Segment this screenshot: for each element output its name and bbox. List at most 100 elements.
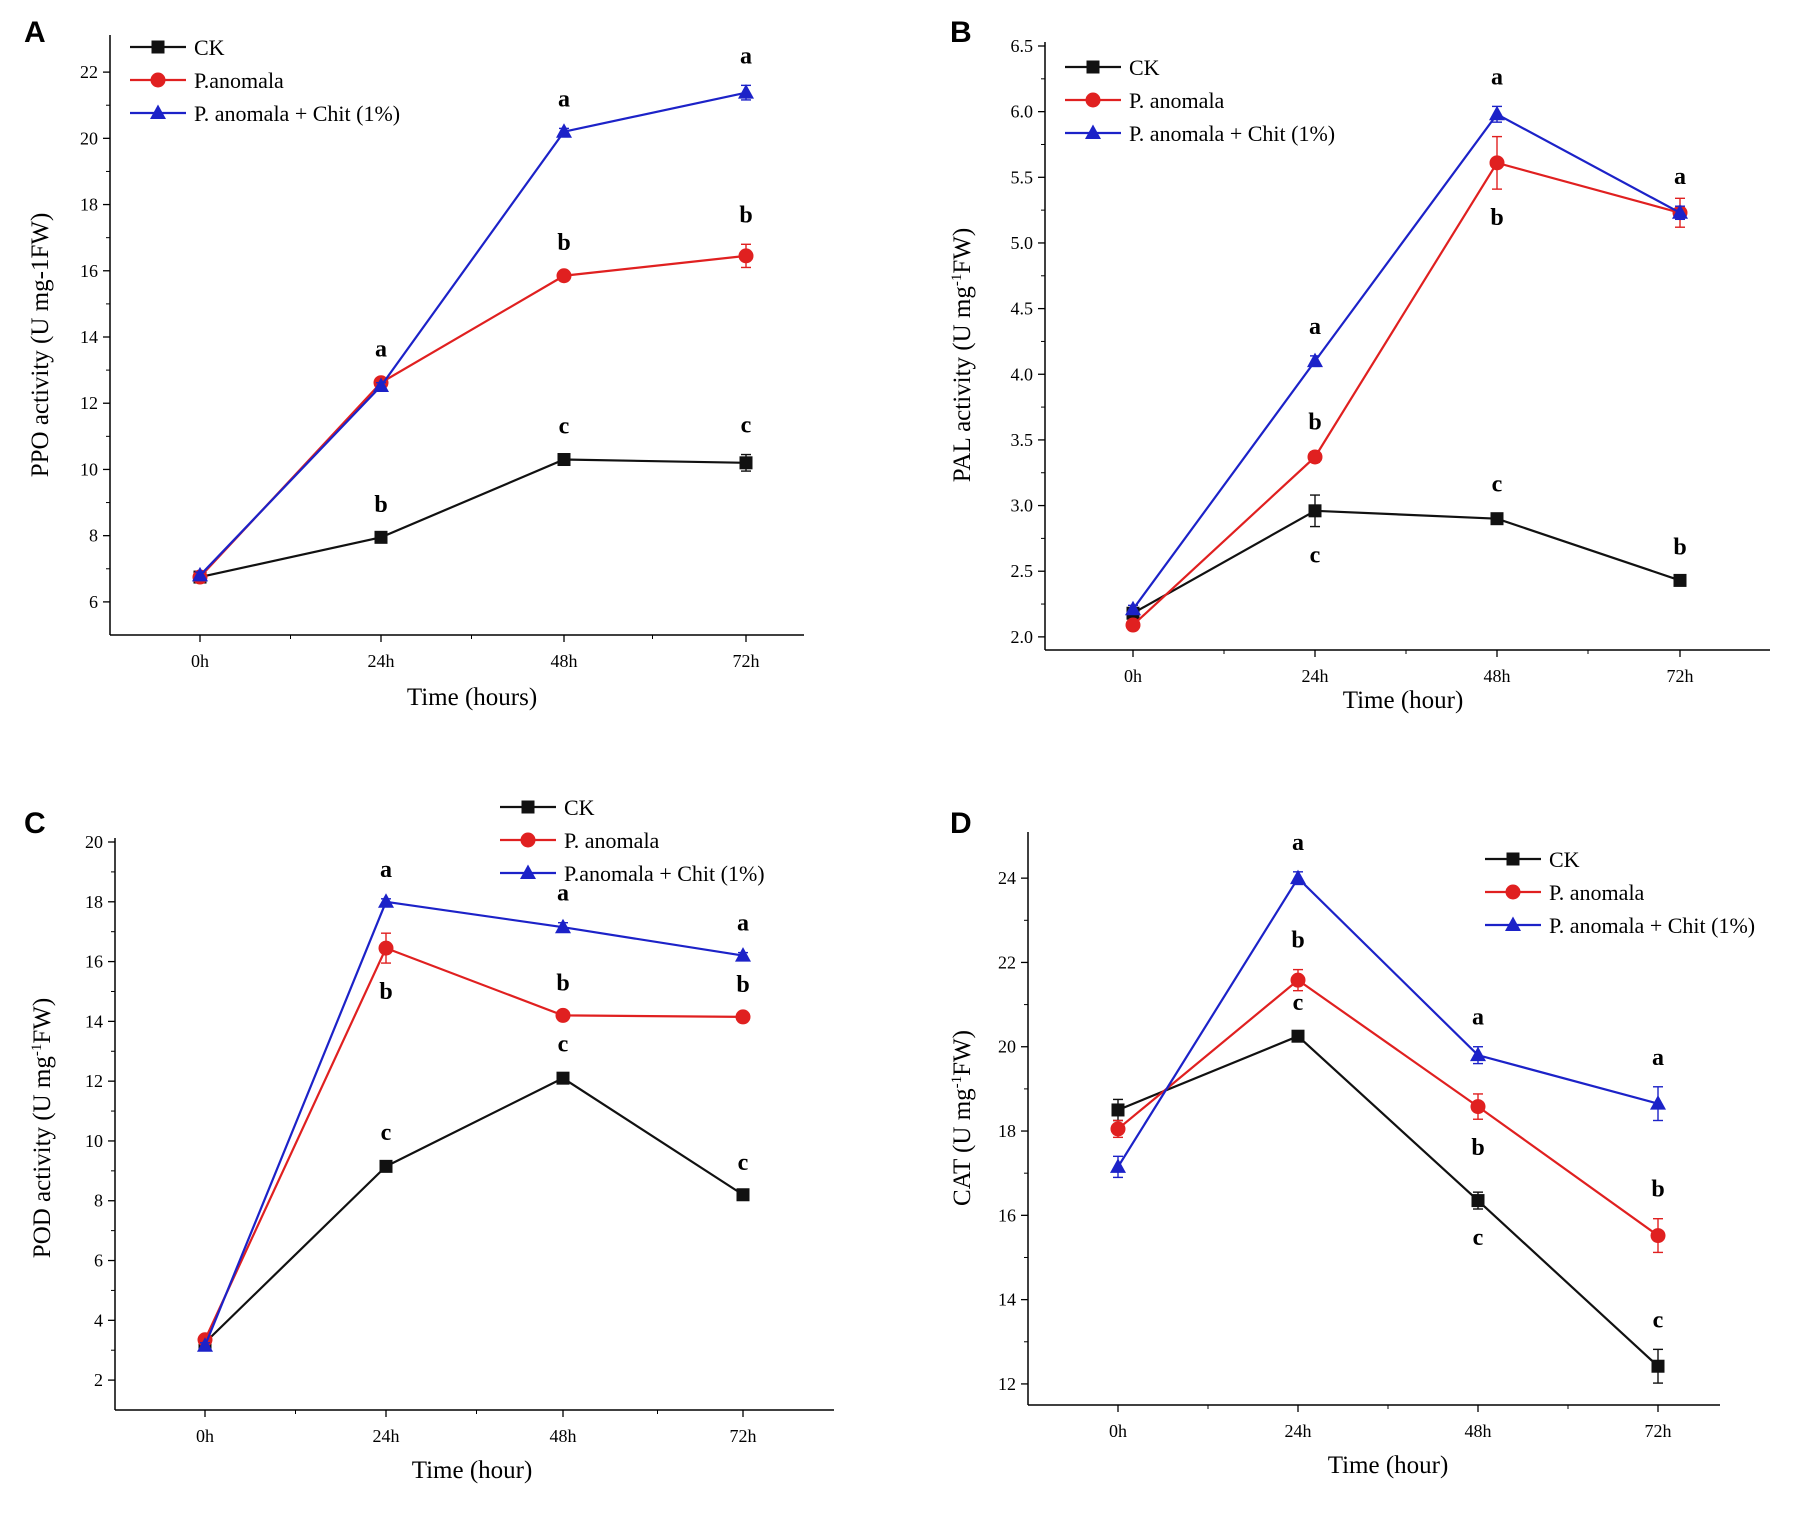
- legend-label: P.anomala + Chit (1%): [564, 861, 765, 886]
- x-tick-label: 72h: [1667, 666, 1694, 686]
- y-tick-label: 2.0: [1011, 627, 1034, 647]
- significance-letter: c: [381, 1120, 392, 1146]
- series-pa: b b b P. anomala: [1110, 880, 1666, 1254]
- significance-letter: a: [557, 881, 569, 907]
- data-point: [556, 1071, 570, 1085]
- y-tick-label: 16: [85, 952, 103, 972]
- series-line: [204, 946, 744, 1341]
- series-line: [199, 458, 747, 579]
- y-tick-label: 16: [998, 1205, 1016, 1225]
- chart-panel-d: D 12 14 16 18 20 22 24 0h 24h 48h 72h Time (hour) CAT…: [949, 807, 1755, 1479]
- significance-letter: b: [556, 970, 569, 996]
- significance-letter: b: [1673, 534, 1686, 560]
- legend-label: P. anomala + Chit (1%): [1549, 913, 1755, 938]
- significance-letter: a: [380, 857, 392, 883]
- data-point: [197, 1337, 213, 1352]
- series-line: [199, 254, 747, 578]
- series-line: [1132, 161, 1681, 626]
- panel-label: B: [950, 16, 972, 49]
- legend-marker: [1505, 884, 1521, 900]
- y-tick-label: 3.0: [1011, 496, 1034, 516]
- data-point: [1290, 869, 1306, 885]
- legend-label: P. anomala: [1549, 880, 1645, 905]
- data-point: [1111, 1103, 1125, 1117]
- legend-marker: [520, 864, 536, 879]
- data-point: [1470, 1046, 1486, 1062]
- y-tick-label: 2.5: [1011, 561, 1034, 581]
- y-tick-label: 5.5: [1011, 167, 1034, 187]
- y-tick-label: 10: [80, 459, 98, 479]
- legend-label: CK: [564, 795, 595, 820]
- significance-letter: a: [375, 337, 387, 363]
- significance-letter: b: [1471, 1135, 1484, 1161]
- significance-letter: b: [379, 979, 392, 1005]
- x-tick-label: 0h: [196, 1426, 214, 1446]
- data-point: [735, 947, 751, 962]
- series-line: [1117, 1034, 1659, 1368]
- significance-letter: c: [1653, 1307, 1664, 1333]
- legend-label: CK: [1129, 55, 1160, 80]
- significance-letter: a: [1472, 1005, 1484, 1031]
- series-pac: a a P. anomala + Chit (1%): [130, 43, 754, 582]
- legend-label: P. anomala + Chit (1%): [194, 101, 400, 126]
- x-axis-label: Time (hour): [412, 1457, 533, 1484]
- y-axis-label-sup: -1: [949, 1076, 965, 1089]
- y-tick-label: 14: [85, 1011, 103, 1031]
- data-point: [1291, 1029, 1305, 1043]
- legend-marker: [1085, 124, 1101, 139]
- series-pac: a a a P. anomala + Chit (1%): [1110, 830, 1755, 1179]
- legend-label: P.anomala: [194, 68, 284, 93]
- y-axis-label: CAT (U mg-1FW): [949, 1030, 976, 1206]
- y-tick-label: 22: [80, 62, 98, 82]
- significance-letter: a: [1652, 1045, 1664, 1071]
- chart-panel-c: C 2 4 6 8 10 12 14 16 18 20 0h 24h 48h 72h Time (hour) P…: [24, 795, 834, 1484]
- data-point: [1651, 1359, 1665, 1373]
- significance-letter: c: [1293, 990, 1304, 1016]
- data-point: [1470, 1099, 1486, 1115]
- y-tick-label: 14: [998, 1290, 1016, 1310]
- y-tick-label: 10: [85, 1131, 103, 1151]
- y-tick-label: 16: [80, 261, 98, 281]
- x-tick-label: 72h: [1645, 1421, 1672, 1441]
- significance-letter: c: [1473, 1225, 1484, 1251]
- y-tick-label: 2: [94, 1370, 103, 1390]
- data-point: [738, 84, 754, 99]
- data-point: [555, 1007, 571, 1023]
- significance-letter: b: [1308, 410, 1321, 436]
- legend-marker: [150, 72, 166, 88]
- series-line: [199, 91, 747, 577]
- data-point: [1125, 600, 1141, 616]
- y-tick-label: 18: [998, 1121, 1016, 1141]
- data-point: [1110, 1158, 1126, 1173]
- y-tick-label: 20: [998, 1037, 1016, 1057]
- data-point: [1307, 352, 1323, 368]
- y-tick-label: 6: [94, 1251, 103, 1271]
- series-pa: a b b P.anomala: [130, 68, 754, 585]
- x-tick-label: 48h: [1465, 1421, 1492, 1441]
- legend-marker: [1085, 92, 1101, 108]
- panel-label: C: [24, 807, 46, 840]
- series-line: [1117, 978, 1659, 1237]
- data-point: [1308, 504, 1322, 518]
- legend-marker: [1086, 60, 1100, 74]
- data-point: [1490, 512, 1504, 526]
- series-ck: c c c CK: [1111, 847, 1665, 1384]
- data-point: [557, 453, 571, 467]
- data-point: [1110, 1121, 1126, 1137]
- y-axis-label-sup: -1: [949, 274, 965, 287]
- significance-letter: a: [1292, 830, 1304, 856]
- significance-letter: b: [1291, 928, 1304, 954]
- data-point: [379, 1159, 393, 1173]
- y-axis-label-main: POD activity (U mg: [29, 1056, 56, 1259]
- data-point: [1290, 972, 1306, 988]
- panel-label: D: [950, 807, 972, 840]
- data-point: [1489, 105, 1505, 121]
- y-tick-label: 4.5: [1011, 299, 1034, 319]
- y-tick-label: 14: [80, 327, 98, 347]
- y-axis-label: PPO activity (U mg-1FW): [27, 213, 54, 478]
- chart-panel-b: B 2.0 2.5 3.0 3.5 4.0 4.5 5.0 5.5 6.0 6.5 0h 24h 48h 7…: [949, 16, 1770, 714]
- data-point: [378, 893, 394, 908]
- x-tick-label: 0h: [191, 651, 209, 671]
- y-axis-label-end: FW): [949, 228, 976, 274]
